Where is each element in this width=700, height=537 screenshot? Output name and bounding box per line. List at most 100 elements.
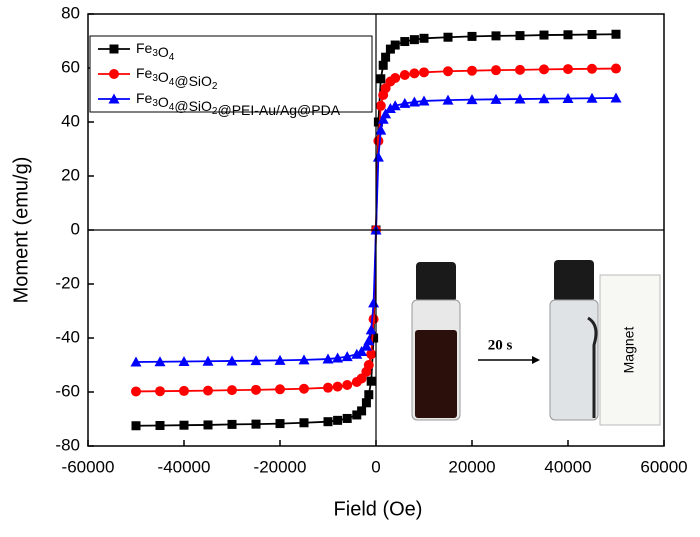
y-tick-label: -40 — [55, 327, 80, 346]
marker — [360, 340, 372, 351]
marker — [467, 65, 477, 76]
marker — [563, 30, 573, 40]
marker — [399, 97, 411, 108]
marker — [376, 74, 386, 84]
marker — [131, 421, 141, 431]
x-tick-label: 40000 — [544, 457, 591, 476]
marker — [178, 355, 190, 366]
marker — [250, 355, 262, 366]
marker — [515, 64, 525, 75]
legend-label: Fe3O4@SiO2 — [136, 65, 218, 92]
legend-text-part: 2 — [212, 81, 218, 92]
marker — [179, 420, 189, 430]
marker — [375, 124, 387, 135]
marker — [586, 92, 598, 103]
y-tick-label: 0 — [71, 219, 80, 238]
y-tick-label: -80 — [55, 435, 80, 454]
marker — [275, 419, 285, 429]
marker — [563, 64, 573, 75]
legend-text-part: Fe — [136, 40, 153, 56]
magnet-label: Magnet — [621, 327, 637, 374]
legend-text-part: 4 — [169, 77, 175, 88]
legend-text-part: @SiO — [174, 73, 212, 89]
legend-text-part: Fe — [136, 65, 153, 81]
marker — [400, 37, 410, 47]
arrow-head — [532, 356, 540, 364]
marker — [366, 349, 377, 360]
legend-text-part: 2 — [212, 106, 218, 117]
marker — [352, 410, 362, 420]
marker — [390, 40, 400, 50]
marker — [409, 35, 419, 45]
x-tick-label: 60000 — [640, 457, 687, 476]
legend-text-part: 3 — [152, 48, 158, 59]
y-tick-label: 20 — [61, 165, 80, 184]
inset-photo: 20 s Magnet — [405, 250, 667, 435]
marker — [109, 69, 119, 79]
marker — [419, 33, 429, 43]
marker — [587, 30, 597, 40]
marker — [364, 390, 374, 400]
marker — [409, 68, 420, 79]
marker — [251, 419, 261, 429]
marker — [375, 100, 386, 111]
marker — [203, 385, 213, 396]
marker — [443, 66, 453, 77]
marker — [380, 108, 392, 119]
marker — [443, 32, 453, 42]
marker — [611, 29, 621, 39]
marker — [323, 382, 333, 393]
y-tick-label: 80 — [61, 3, 80, 22]
marker — [341, 351, 353, 362]
marker — [399, 70, 410, 81]
marker — [373, 117, 383, 127]
marker — [131, 386, 141, 397]
marker — [587, 63, 597, 74]
legend-text-part: O — [158, 94, 169, 110]
marker — [155, 420, 165, 430]
marker — [299, 383, 309, 394]
marker — [363, 335, 375, 346]
marker — [226, 355, 238, 366]
marker — [491, 65, 501, 76]
marker — [365, 324, 377, 335]
marker — [130, 356, 142, 367]
marker — [381, 52, 391, 62]
legend-text-part: @PEI-Au/Ag@PDA — [217, 102, 340, 118]
legend-text-part: 3 — [152, 73, 158, 84]
marker — [227, 419, 237, 429]
marker — [466, 94, 478, 105]
marker — [361, 398, 371, 408]
x-axis-label: Field (Oe) — [334, 498, 423, 520]
vial-cap — [416, 262, 456, 302]
magnet — [599, 274, 661, 426]
marker — [179, 385, 189, 396]
marker — [322, 353, 334, 364]
marker — [515, 31, 525, 41]
y-axis-label: Moment (emu/g) — [10, 157, 32, 304]
marker — [251, 384, 261, 395]
marker — [442, 94, 454, 105]
legend-text-part: O — [158, 69, 169, 85]
marker — [342, 413, 352, 423]
vial-cap — [554, 260, 594, 302]
marker — [298, 354, 310, 365]
y-tick-label: -20 — [55, 273, 80, 292]
x-tick-label: -20000 — [254, 457, 307, 476]
marker — [351, 348, 363, 359]
marker — [377, 113, 389, 124]
x-tick-label: -60000 — [62, 457, 115, 476]
vial — [549, 299, 599, 421]
marker — [373, 135, 384, 146]
x-tick-label: -40000 — [158, 457, 211, 476]
marker — [323, 417, 333, 427]
marker — [356, 346, 368, 356]
vial-liquid — [415, 330, 457, 418]
x-tick-label: 20000 — [448, 457, 495, 476]
marker — [227, 385, 237, 396]
marker — [363, 360, 374, 370]
marker — [384, 103, 396, 113]
marker — [385, 44, 395, 54]
